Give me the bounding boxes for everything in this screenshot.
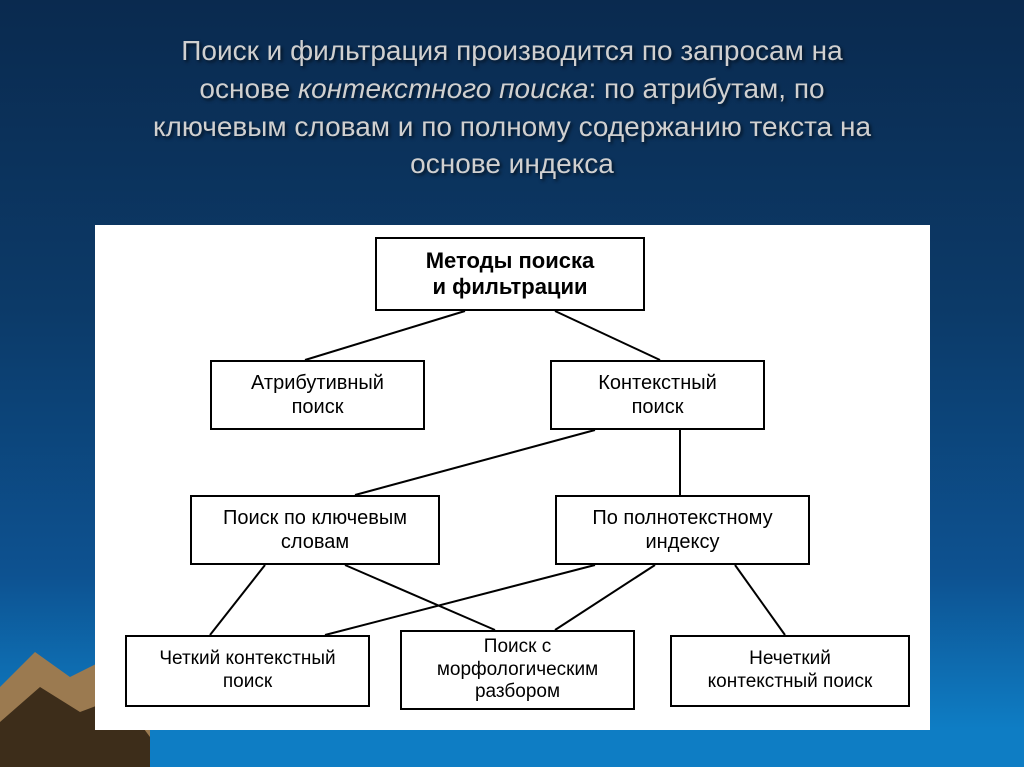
edge-kw-exact xyxy=(210,565,265,635)
node-attr: Атрибутивныйпоиск xyxy=(210,360,425,430)
node-kw: Поиск по ключевымсловам xyxy=(190,495,440,565)
slide-title: Поиск и фильтрация производится по запро… xyxy=(0,0,1024,183)
diagram-panel: Методы поискаи фильтрации Атрибутивныйпои… xyxy=(95,225,930,730)
node-morph: Поиск сморфологическимразбором xyxy=(400,630,635,710)
node-ctx: Контекстныйпоиск xyxy=(550,360,765,430)
edge-root-ctx xyxy=(555,311,660,360)
node-ft: По полнотекстномуиндексу xyxy=(555,495,810,565)
edge-ctx-kw xyxy=(355,430,595,495)
title-line3: ключевым словам и по полному содержанию … xyxy=(153,111,871,142)
title-line1: Поиск и фильтрация производится по запро… xyxy=(181,35,842,66)
edge-root-attr xyxy=(305,311,465,360)
edge-ft-exact xyxy=(325,565,595,635)
node-root: Методы поискаи фильтрации xyxy=(375,237,645,311)
edge-ft-morph xyxy=(555,565,655,630)
node-exact: Четкий контекстныйпоиск xyxy=(125,635,370,707)
title-line2-em: контекстного поиска xyxy=(298,73,589,104)
edge-ft-fuzzy xyxy=(735,565,785,635)
title-line2-post: : по атрибутам, по xyxy=(588,73,824,104)
title-line4: основе индекса xyxy=(410,148,614,179)
node-fuzzy: Нечеткийконтекстный поиск xyxy=(670,635,910,707)
title-line2-pre: основе xyxy=(199,73,298,104)
